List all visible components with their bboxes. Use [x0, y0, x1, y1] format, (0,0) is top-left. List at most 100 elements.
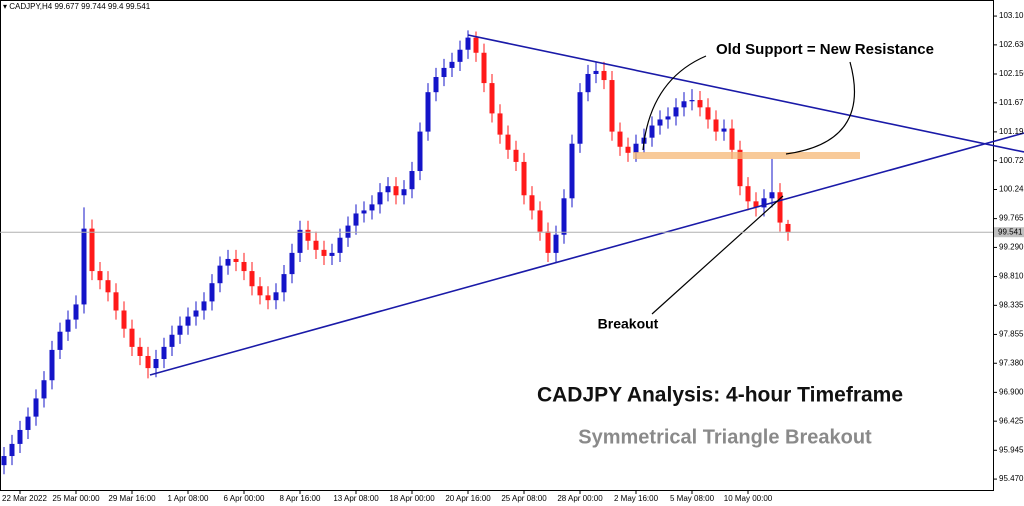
header-open: 99.677 — [54, 2, 79, 11]
candle-body — [41, 380, 47, 399]
candle-body — [681, 101, 687, 108]
candle-body — [433, 77, 439, 93]
candle-body — [49, 349, 55, 381]
candle-body — [121, 310, 127, 329]
candle-body — [33, 398, 39, 417]
candle-body — [241, 261, 247, 272]
candle-body — [417, 131, 423, 172]
candle-body — [193, 310, 199, 317]
y-tick-label: 98.335 — [999, 300, 1024, 309]
candle-body — [673, 107, 679, 117]
y-tick-label: 102.150 — [999, 69, 1024, 78]
y-tick-label: 97.855 — [999, 330, 1024, 339]
candle-body — [689, 100, 695, 102]
candle-body — [105, 280, 111, 293]
x-tick-label: 8 Apr 16:00 — [280, 494, 321, 503]
y-tick-label: 99.290 — [999, 243, 1024, 252]
x-tick-label: 20 Apr 16:00 — [445, 494, 491, 503]
candle-body — [601, 70, 607, 81]
y-tick-label: 101.675 — [999, 98, 1024, 107]
x-tick-label: 29 Mar 16:00 — [108, 494, 156, 503]
candle-body — [505, 134, 511, 150]
pointer-curve — [785, 61, 856, 155]
header-close: 99.541 — [126, 2, 151, 11]
candle-body — [449, 61, 455, 68]
y-tick-label: 103.105 — [999, 11, 1024, 20]
x-tick-label: 28 Apr 00:00 — [557, 494, 603, 503]
candle-body — [329, 252, 335, 256]
candle-body — [177, 325, 183, 335]
candle-body — [345, 225, 351, 238]
candle-body — [289, 252, 295, 275]
candle-body — [697, 100, 703, 108]
candle-body — [321, 249, 327, 256]
candle-body — [465, 37, 471, 50]
header-high: 99.744 — [81, 2, 106, 11]
resistance-zone — [633, 152, 860, 159]
pointer-line — [651, 195, 784, 315]
candle-body — [65, 319, 71, 332]
candle-body — [369, 204, 375, 211]
x-tick-label: 18 Apr 00:00 — [389, 494, 435, 503]
candle-body — [785, 223, 791, 233]
pointer-curve — [642, 55, 707, 151]
candle-body — [337, 237, 343, 253]
candle-body — [129, 328, 135, 347]
candle-body — [409, 171, 415, 190]
candle-body — [209, 283, 215, 302]
candle-body — [353, 213, 359, 226]
candle-body — [145, 355, 151, 369]
candle-body — [265, 295, 271, 301]
y-tick-label: 100.245 — [999, 185, 1024, 194]
candle-body — [569, 143, 575, 199]
y-tick-label: 97.380 — [999, 358, 1024, 367]
chart-header: ▾ CADJPY,H4 99.677 99.744 99.4 99.541 — [3, 2, 151, 11]
candle-body — [385, 186, 391, 193]
y-tick-label: 102.630 — [999, 40, 1024, 49]
candle-body — [473, 37, 479, 53]
candle-body — [529, 195, 535, 211]
candle-body — [81, 228, 87, 305]
y-tick-label: 95.945 — [999, 445, 1024, 454]
symbol: CADJPY,H4 — [9, 2, 53, 11]
candle-body — [737, 149, 743, 187]
candle-body — [1, 456, 7, 466]
x-tick-label: 13 Apr 08:00 — [333, 494, 379, 503]
candle-body — [513, 149, 519, 162]
candle-body — [25, 416, 31, 430]
candle-body — [585, 73, 591, 93]
candle-body — [561, 198, 567, 235]
y-tick-label: 101.195 — [999, 127, 1024, 136]
candle-body — [497, 113, 503, 135]
candle-body — [233, 258, 239, 262]
last-price-label: 99.541 — [998, 227, 1023, 236]
x-tick-label: 5 May 08:00 — [670, 494, 715, 503]
candle-body — [89, 228, 95, 272]
plot-frame — [0, 0, 994, 491]
chart-title: CADJPY Analysis: 4-hour Timeframe — [537, 384, 903, 407]
candle-body — [57, 331, 63, 350]
header-low: 99.4 — [108, 2, 124, 11]
candle-body — [361, 210, 367, 214]
candle-body — [161, 346, 167, 360]
candle-body — [393, 186, 399, 196]
candle-body — [249, 271, 255, 287]
lower-trendline — [149, 132, 1024, 376]
candle-body — [777, 192, 783, 223]
candle-body — [753, 201, 759, 208]
candle-body — [481, 52, 487, 84]
x-tick-label: 1 Apr 08:00 — [168, 494, 209, 503]
candle-body — [257, 286, 263, 296]
y-tick-label: 95.470 — [999, 474, 1024, 483]
candle-body — [721, 128, 727, 132]
candle-body — [169, 334, 175, 347]
candle-body — [745, 186, 751, 202]
candle-body — [97, 271, 103, 281]
candle-body — [201, 301, 207, 311]
candle-body — [313, 240, 319, 250]
candle-body — [609, 80, 615, 132]
candle-body — [137, 346, 143, 356]
candle-body — [489, 83, 495, 114]
candle-body — [17, 429, 23, 444]
